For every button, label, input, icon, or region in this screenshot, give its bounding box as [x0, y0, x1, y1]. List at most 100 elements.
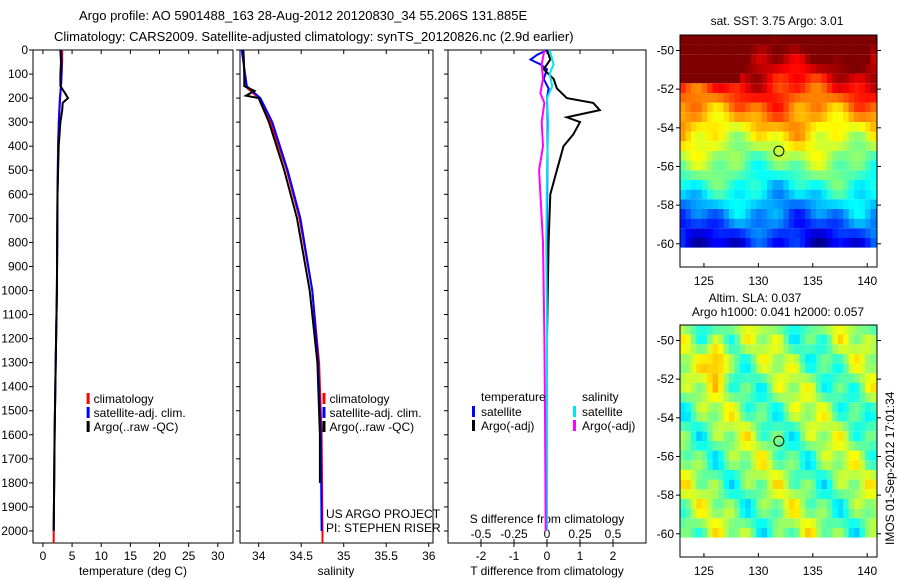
salinity-legend-swatch: [322, 393, 326, 404]
depth-tick-label: 700: [8, 211, 28, 225]
sst_map-ytick-label: -60: [657, 237, 675, 251]
title-line-1: Argo profile: AO 5901488_163 28-Aug-2012…: [79, 8, 527, 23]
depth-tick-label: 1200: [1, 332, 28, 346]
depth-tick-label: 800: [8, 235, 28, 249]
difference-xtick-label: 1: [577, 549, 584, 563]
sla_map-float-position-marker: [773, 435, 785, 447]
difference-series-line: [538, 49, 547, 532]
temperature-series-line: [52, 49, 70, 532]
sst-map-image: [680, 35, 877, 267]
sdiff-xtick-label: 0: [544, 527, 551, 541]
depth-tick-label: 200: [8, 91, 28, 105]
diff-legend-swatch: [573, 406, 576, 417]
annotation-pi: PI: STEPHEN RISER: [326, 521, 441, 535]
salinity-xtick-label: 34.5: [290, 549, 314, 563]
difference-xtick-label: 2: [610, 549, 617, 563]
sla-map-image: [680, 325, 877, 557]
diff-legend-label: satellite: [481, 405, 522, 419]
temperature-plot-frame: [32, 49, 234, 544]
sla_map-xtick-label: 125: [694, 564, 714, 578]
sst_map-ytick-label: -54: [657, 121, 675, 135]
temperature-legend-label: satellite-adj. clim.: [94, 406, 186, 420]
legend-header-salinity: salinity: [582, 390, 619, 404]
imos-timestamp: IMOS 01-Sep-2012 17:01:34: [883, 391, 897, 545]
temperature-xtick-label: 20: [153, 549, 167, 563]
difference-xtick-label: -1: [509, 549, 520, 563]
salinity-xtick-label: 36: [422, 549, 436, 563]
depth-tick-label: 400: [8, 139, 28, 153]
difference-series-line: [545, 49, 555, 531]
sdiff-xtick-label: -0.5: [471, 527, 492, 541]
tdiff-xlabel: T difference from climatology: [470, 564, 624, 578]
annotation-project: US ARGO PROJECT: [326, 507, 441, 521]
sla_map-ytick-label: -52: [657, 372, 675, 386]
sst_map-frame: [679, 34, 878, 268]
depth-tick-label: 1600: [1, 428, 28, 442]
temperature-xtick-label: 10: [95, 549, 109, 563]
sst_map-ytick-label: -50: [657, 43, 675, 57]
salinity-xlabel: salinity: [318, 564, 355, 578]
sst_map-ytick-label: -56: [657, 159, 675, 173]
sst_map-ytick-label: -58: [657, 198, 675, 212]
sla_map-ytick-label: -50: [657, 333, 675, 347]
salinity-series-line: [242, 49, 321, 483]
sst_map-float-position-marker: [773, 145, 785, 157]
depth-tick-label: 500: [8, 163, 28, 177]
diff-legend-swatch: [573, 420, 576, 431]
depth-tick-label: 1900: [1, 500, 28, 514]
temperature-xlabel: temperature (deg C): [79, 564, 187, 578]
sla_map-xtick-label: 135: [803, 564, 823, 578]
difference-series-line: [542, 49, 602, 531]
sst_map-xtick-label: 140: [857, 274, 877, 288]
salinity-legend-swatch: [322, 421, 326, 432]
sst_map-xtick-label: 125: [694, 274, 714, 288]
sst_map-ytick-label: -52: [657, 82, 675, 96]
difference-xtick-label: 0: [544, 549, 551, 563]
salinity-xtick-label: 34: [252, 549, 266, 563]
temperature-xtick-label: 25: [182, 549, 196, 563]
sla_map-ytick-label: -60: [657, 527, 675, 541]
sla_map-ytick-label: -58: [657, 488, 675, 502]
depth-tick-label: 900: [8, 259, 28, 273]
depth-tick-label: 1700: [1, 452, 28, 466]
sla_map-xtick-label: 130: [748, 564, 768, 578]
diff-legend-swatch: [472, 406, 475, 417]
depth-tick-label: 1100: [2, 308, 28, 322]
sst_map-xtick-label: 135: [803, 274, 823, 288]
depth-tick-label: 1300: [1, 356, 28, 370]
sdiff-xtick-label: -0.25: [500, 527, 528, 541]
temperature-xtick-label: 15: [124, 549, 138, 563]
salinity-xtick-label: 35: [337, 549, 351, 563]
temperature-legend-swatch: [86, 393, 90, 404]
diff-legend-label: Argo(-adj): [481, 419, 534, 433]
depth-tick-label: 300: [8, 115, 28, 129]
depth-tick-label: 1800: [1, 476, 28, 490]
salinity-legend-label: Argo(..raw -QC): [329, 420, 414, 434]
depth-tick-label: 1000: [1, 283, 28, 297]
temperature-xtick-label: 0: [40, 549, 47, 563]
sla-map-title: Altim. SLA: 0.037: [709, 291, 802, 305]
sla_map-xtick-label: 140: [857, 564, 877, 578]
depth-tick-label: 1500: [1, 404, 28, 418]
salinity-plot-frame: [239, 49, 434, 544]
temperature-legend-label: Argo(..raw -QC): [94, 420, 179, 434]
depth-tick-label: 0: [21, 43, 28, 57]
salinity-legend-swatch: [322, 407, 326, 418]
depth-tick-label: 600: [8, 187, 28, 201]
temperature-legend-label: climatology: [94, 392, 154, 406]
sst_map-xtick-label: 130: [748, 274, 768, 288]
temperature-xtick-label: 30: [211, 549, 225, 563]
sla_map-frame: [679, 324, 878, 558]
sdiff-xtick-label: 0.25: [568, 527, 592, 541]
sla_map-ytick-label: -56: [657, 449, 675, 463]
temperature-legend-swatch: [86, 421, 90, 432]
sst-map-title: sat. SST: 3.75 Argo: 3.01: [711, 14, 844, 28]
temperature-legend-swatch: [86, 407, 90, 418]
diff-legend-label: Argo(-adj): [582, 419, 635, 433]
diff-legend-label: satellite: [582, 405, 623, 419]
sla_map-ytick-label: -54: [657, 411, 675, 425]
depth-tick-label: 100: [8, 67, 28, 81]
difference-xtick-label: -2: [476, 549, 487, 563]
depth-tick-label: 2000: [1, 524, 28, 538]
